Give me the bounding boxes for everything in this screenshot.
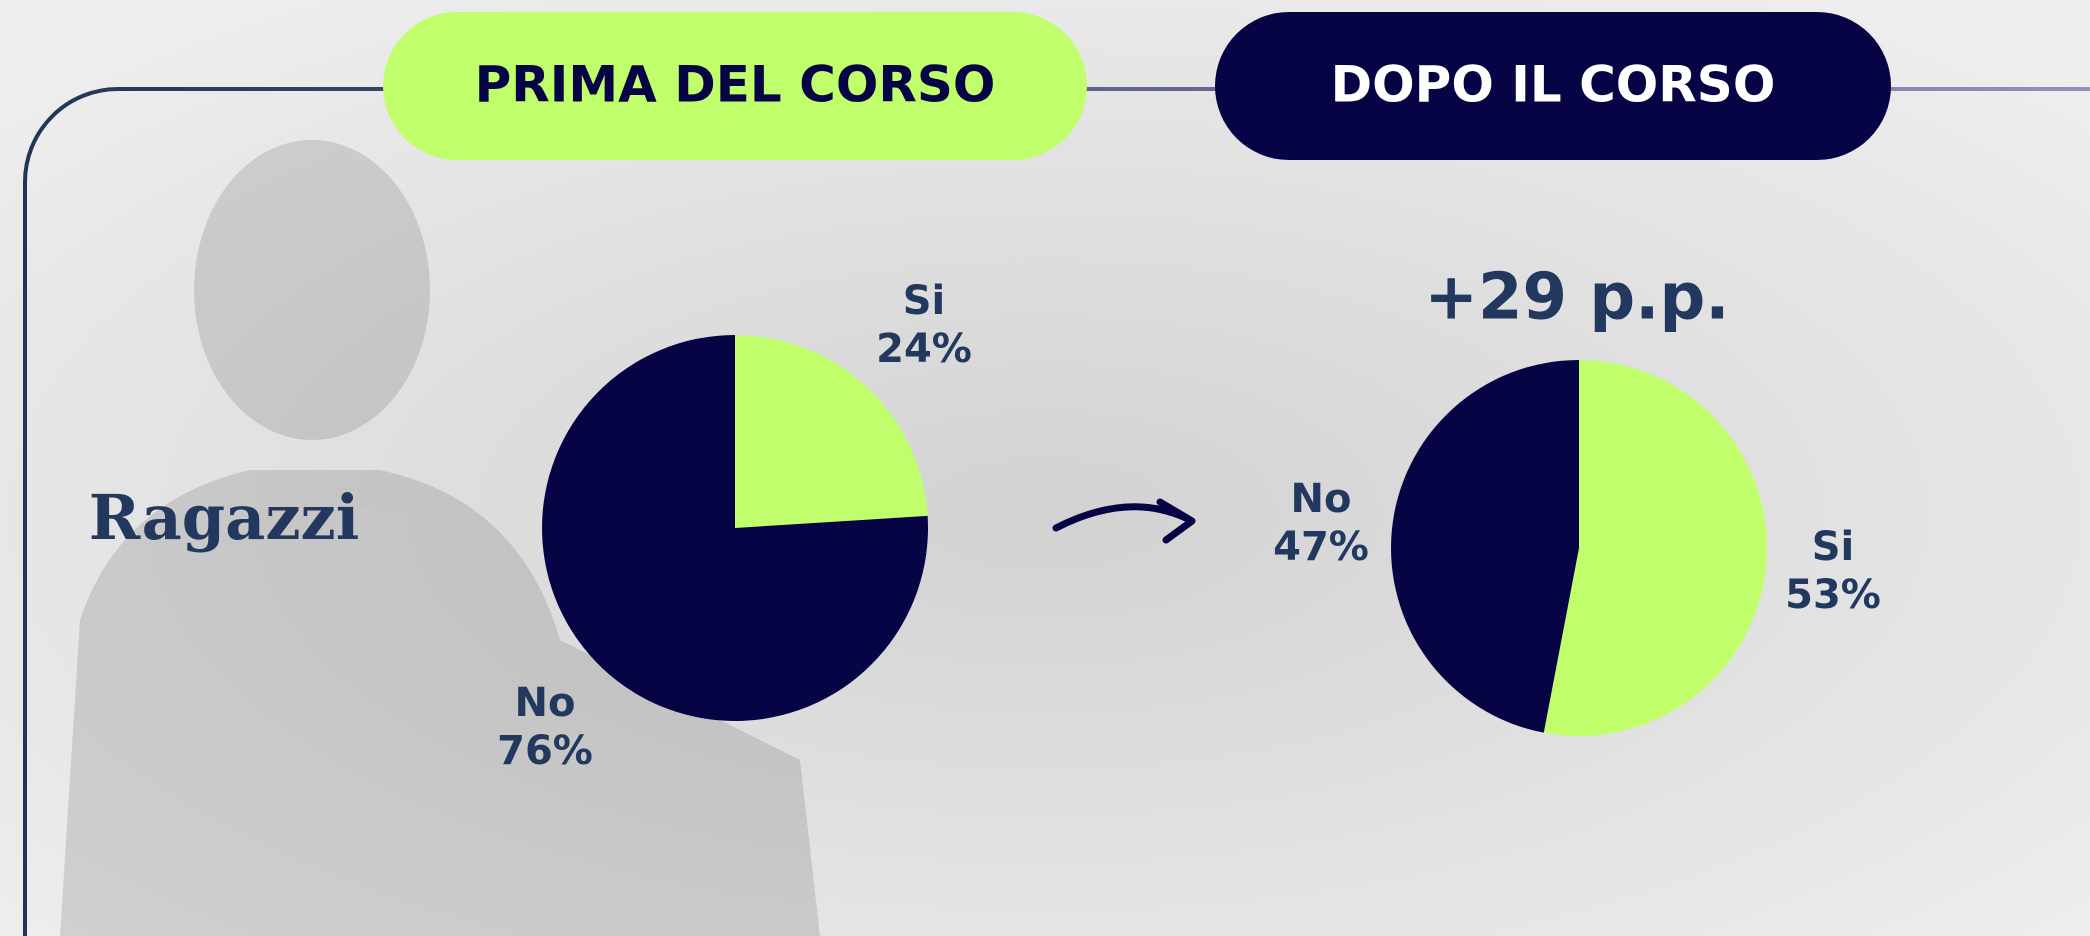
header-title: DOPO IL CORSO [1331,56,1776,114]
slice-value: 76% [497,728,593,774]
header-title: PRIMA DEL CORSO [475,56,996,114]
photo-silhouette [60,140,820,936]
slice-value: 47% [1273,524,1369,570]
frame [23,87,2090,936]
pie-slice [1543,360,1768,736]
slice-category: Si [1812,524,1855,570]
slice-category: No [515,680,576,726]
header-pill [1215,12,1891,160]
pie-slice [542,335,928,722]
pie-slice [1391,360,1579,733]
slice-value: 24% [876,326,972,372]
group-label: Ragazzi [89,481,360,554]
annotation: +29 p.p. [1424,261,1729,335]
slice-category: No [1291,476,1352,522]
arrow-head [1156,498,1196,544]
header-pill [383,12,1087,160]
slice-value: 53% [1785,572,1881,618]
slice-category: Si [903,278,946,324]
pie-slice [735,335,928,528]
